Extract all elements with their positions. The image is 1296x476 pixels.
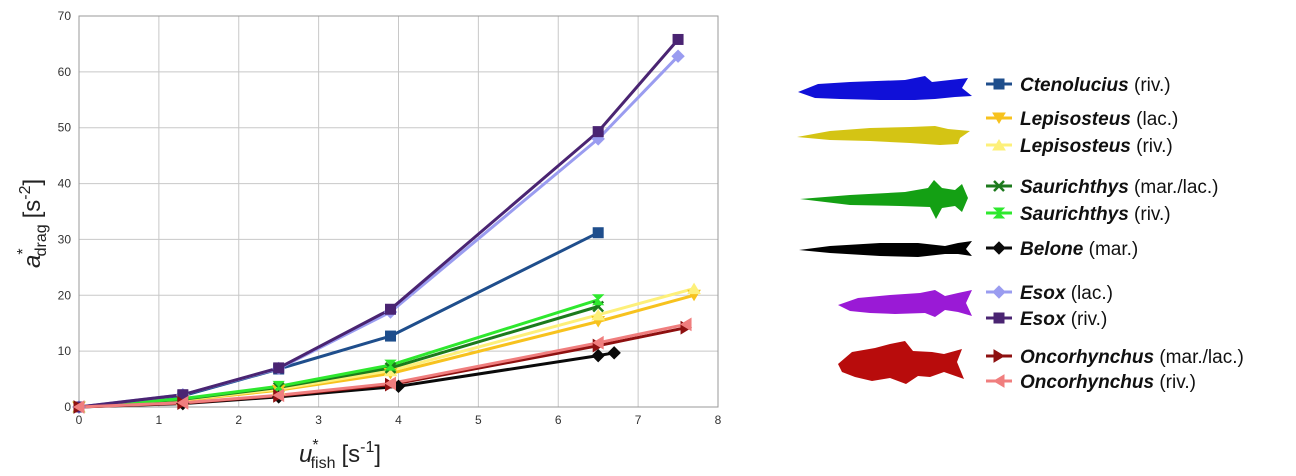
legend-marker <box>992 207 1006 219</box>
legend-habitat: (mar./lac.) <box>1154 347 1244 368</box>
legend-entry: Oncorhynchus (riv.) <box>1020 372 1196 393</box>
legend-marker <box>992 241 1006 255</box>
series-line-esox-7 <box>78 38 680 409</box>
series-line-esox-6 <box>78 55 680 409</box>
saurichthys-silhouette <box>800 180 968 219</box>
x-tick-label: 5 <box>475 413 482 427</box>
plot-frame <box>78 15 719 408</box>
x-tick-label: 2 <box>235 413 242 427</box>
legend-habitat: (mar.) <box>1083 239 1138 260</box>
grid-lines <box>78 15 719 408</box>
series-line-oncorhynchus-9 <box>78 322 687 409</box>
legend-genus: Belone <box>1020 239 1084 260</box>
legend: Ctenolucius (riv.)Lepisosteus (lac.)Lepi… <box>986 75 1244 393</box>
legend-entry: Esox (riv.) <box>1020 309 1107 330</box>
y-tick-label: 50 <box>58 121 72 135</box>
legend-marker <box>993 312 1005 324</box>
data-point-belone <box>591 348 605 363</box>
series-lines <box>78 38 695 409</box>
data-point-oncorhynchus <box>272 388 285 403</box>
x-tick-label: 3 <box>315 413 322 427</box>
y-axis-ticks: 0 10 20 30 40 50 60 70 <box>58 9 72 414</box>
y-tick-label: 10 <box>58 344 72 358</box>
data-point-esox <box>671 49 685 63</box>
legend-marker <box>993 180 1005 192</box>
data-point-esox <box>672 33 684 45</box>
data-point-ctenolucius <box>592 227 604 239</box>
x-tick-label: 7 <box>635 413 642 427</box>
x-tick-label: 0 <box>76 413 83 427</box>
data-point-lepisosteus <box>591 308 606 321</box>
legend-entry: Oncorhynchus (mar./lac.) <box>1020 347 1244 368</box>
legend-habitat: (lac.) <box>1065 283 1113 304</box>
legend-habitat: (riv.) <box>1065 309 1107 330</box>
legend-marker <box>992 285 1006 299</box>
legend-genus: Lepisosteus <box>1020 136 1131 157</box>
legend-genus: Lepisosteus <box>1020 109 1131 130</box>
esox-silhouette <box>838 290 972 317</box>
legend-habitat: (riv.) <box>1129 204 1171 225</box>
legend-genus: Ctenolucius <box>1020 75 1129 96</box>
legend-genus: Esox <box>1020 283 1067 304</box>
data-point-ctenolucius <box>385 330 397 342</box>
legend-genus: Oncorhynchus <box>1020 347 1154 368</box>
data-point-esox <box>273 362 285 374</box>
data-point-oncorhynchus <box>592 335 604 350</box>
data-point-saurichthys <box>591 294 605 306</box>
legend-entry: Saurichthys (riv.) <box>1020 204 1171 225</box>
legend-genus: Saurichthys <box>1020 177 1129 198</box>
legend-genus: Oncorhynchus <box>1020 372 1154 393</box>
y-tick-label: 40 <box>58 177 72 191</box>
x-tick-label: 8 <box>715 413 722 427</box>
legend-habitat: (riv.) <box>1129 75 1171 96</box>
legend-entry: Esox (lac.) <box>1020 283 1113 304</box>
data-point-oncorhynchus <box>680 317 692 332</box>
x-tick-label: 1 <box>156 413 163 427</box>
legend-habitat: (riv.) <box>1131 136 1173 157</box>
y-tick-label: 60 <box>58 65 72 79</box>
x-axis-label: u* fish [s-1] <box>299 437 381 472</box>
fish-silhouettes <box>797 76 972 384</box>
oncorhynchus-silhouette <box>838 341 964 384</box>
data-point-belone <box>607 346 621 360</box>
x-axis-ticks: 0 1 2 3 4 5 6 7 8 <box>76 413 722 427</box>
legend-entry: Ctenolucius (riv.) <box>1020 75 1171 96</box>
y-tick-label: 70 <box>58 9 72 23</box>
legend-marker <box>993 78 1005 90</box>
legend-entry: Lepisosteus (riv.) <box>1020 136 1173 157</box>
x-tick-label: 4 <box>395 413 402 427</box>
y-axis-label: a*drag[s-2] <box>15 179 50 268</box>
data-point-saurichthys <box>384 359 397 371</box>
legend-marker <box>992 112 1006 124</box>
legend-entry: Saurichthys (mar./lac.) <box>1020 177 1219 198</box>
legend-marker <box>993 374 1005 388</box>
legend-marker <box>993 349 1005 363</box>
legend-habitat: (mar./lac.) <box>1129 177 1219 198</box>
legend-habitat: (riv.) <box>1154 372 1196 393</box>
data-point-oncorhynchus <box>176 395 189 410</box>
x-tick-label: 6 <box>555 413 562 427</box>
legend-genus: Esox <box>1020 309 1067 330</box>
lepisosteus-silhouette <box>797 126 970 145</box>
y-tick-label: 0 <box>64 400 71 414</box>
ctenolucius-silhouette <box>798 76 972 100</box>
data-point-esox <box>385 303 397 315</box>
series-points <box>72 33 701 414</box>
y-tick-label: 20 <box>58 288 72 302</box>
belone-silhouette <box>799 241 972 257</box>
legend-entry: Lepisosteus (lac.) <box>1020 109 1178 130</box>
legend-entry: Belone (mar.) <box>1020 239 1138 260</box>
data-point-oncorhynchus <box>73 400 85 414</box>
legend-habitat: (lac.) <box>1131 109 1179 130</box>
y-tick-label: 30 <box>58 232 72 246</box>
data-point-lepisosteus <box>687 282 701 295</box>
legend-marker <box>992 139 1006 151</box>
data-point-esox <box>592 126 604 138</box>
legend-genus: Saurichthys <box>1020 204 1129 225</box>
data-point-oncorhynchus <box>384 376 397 391</box>
